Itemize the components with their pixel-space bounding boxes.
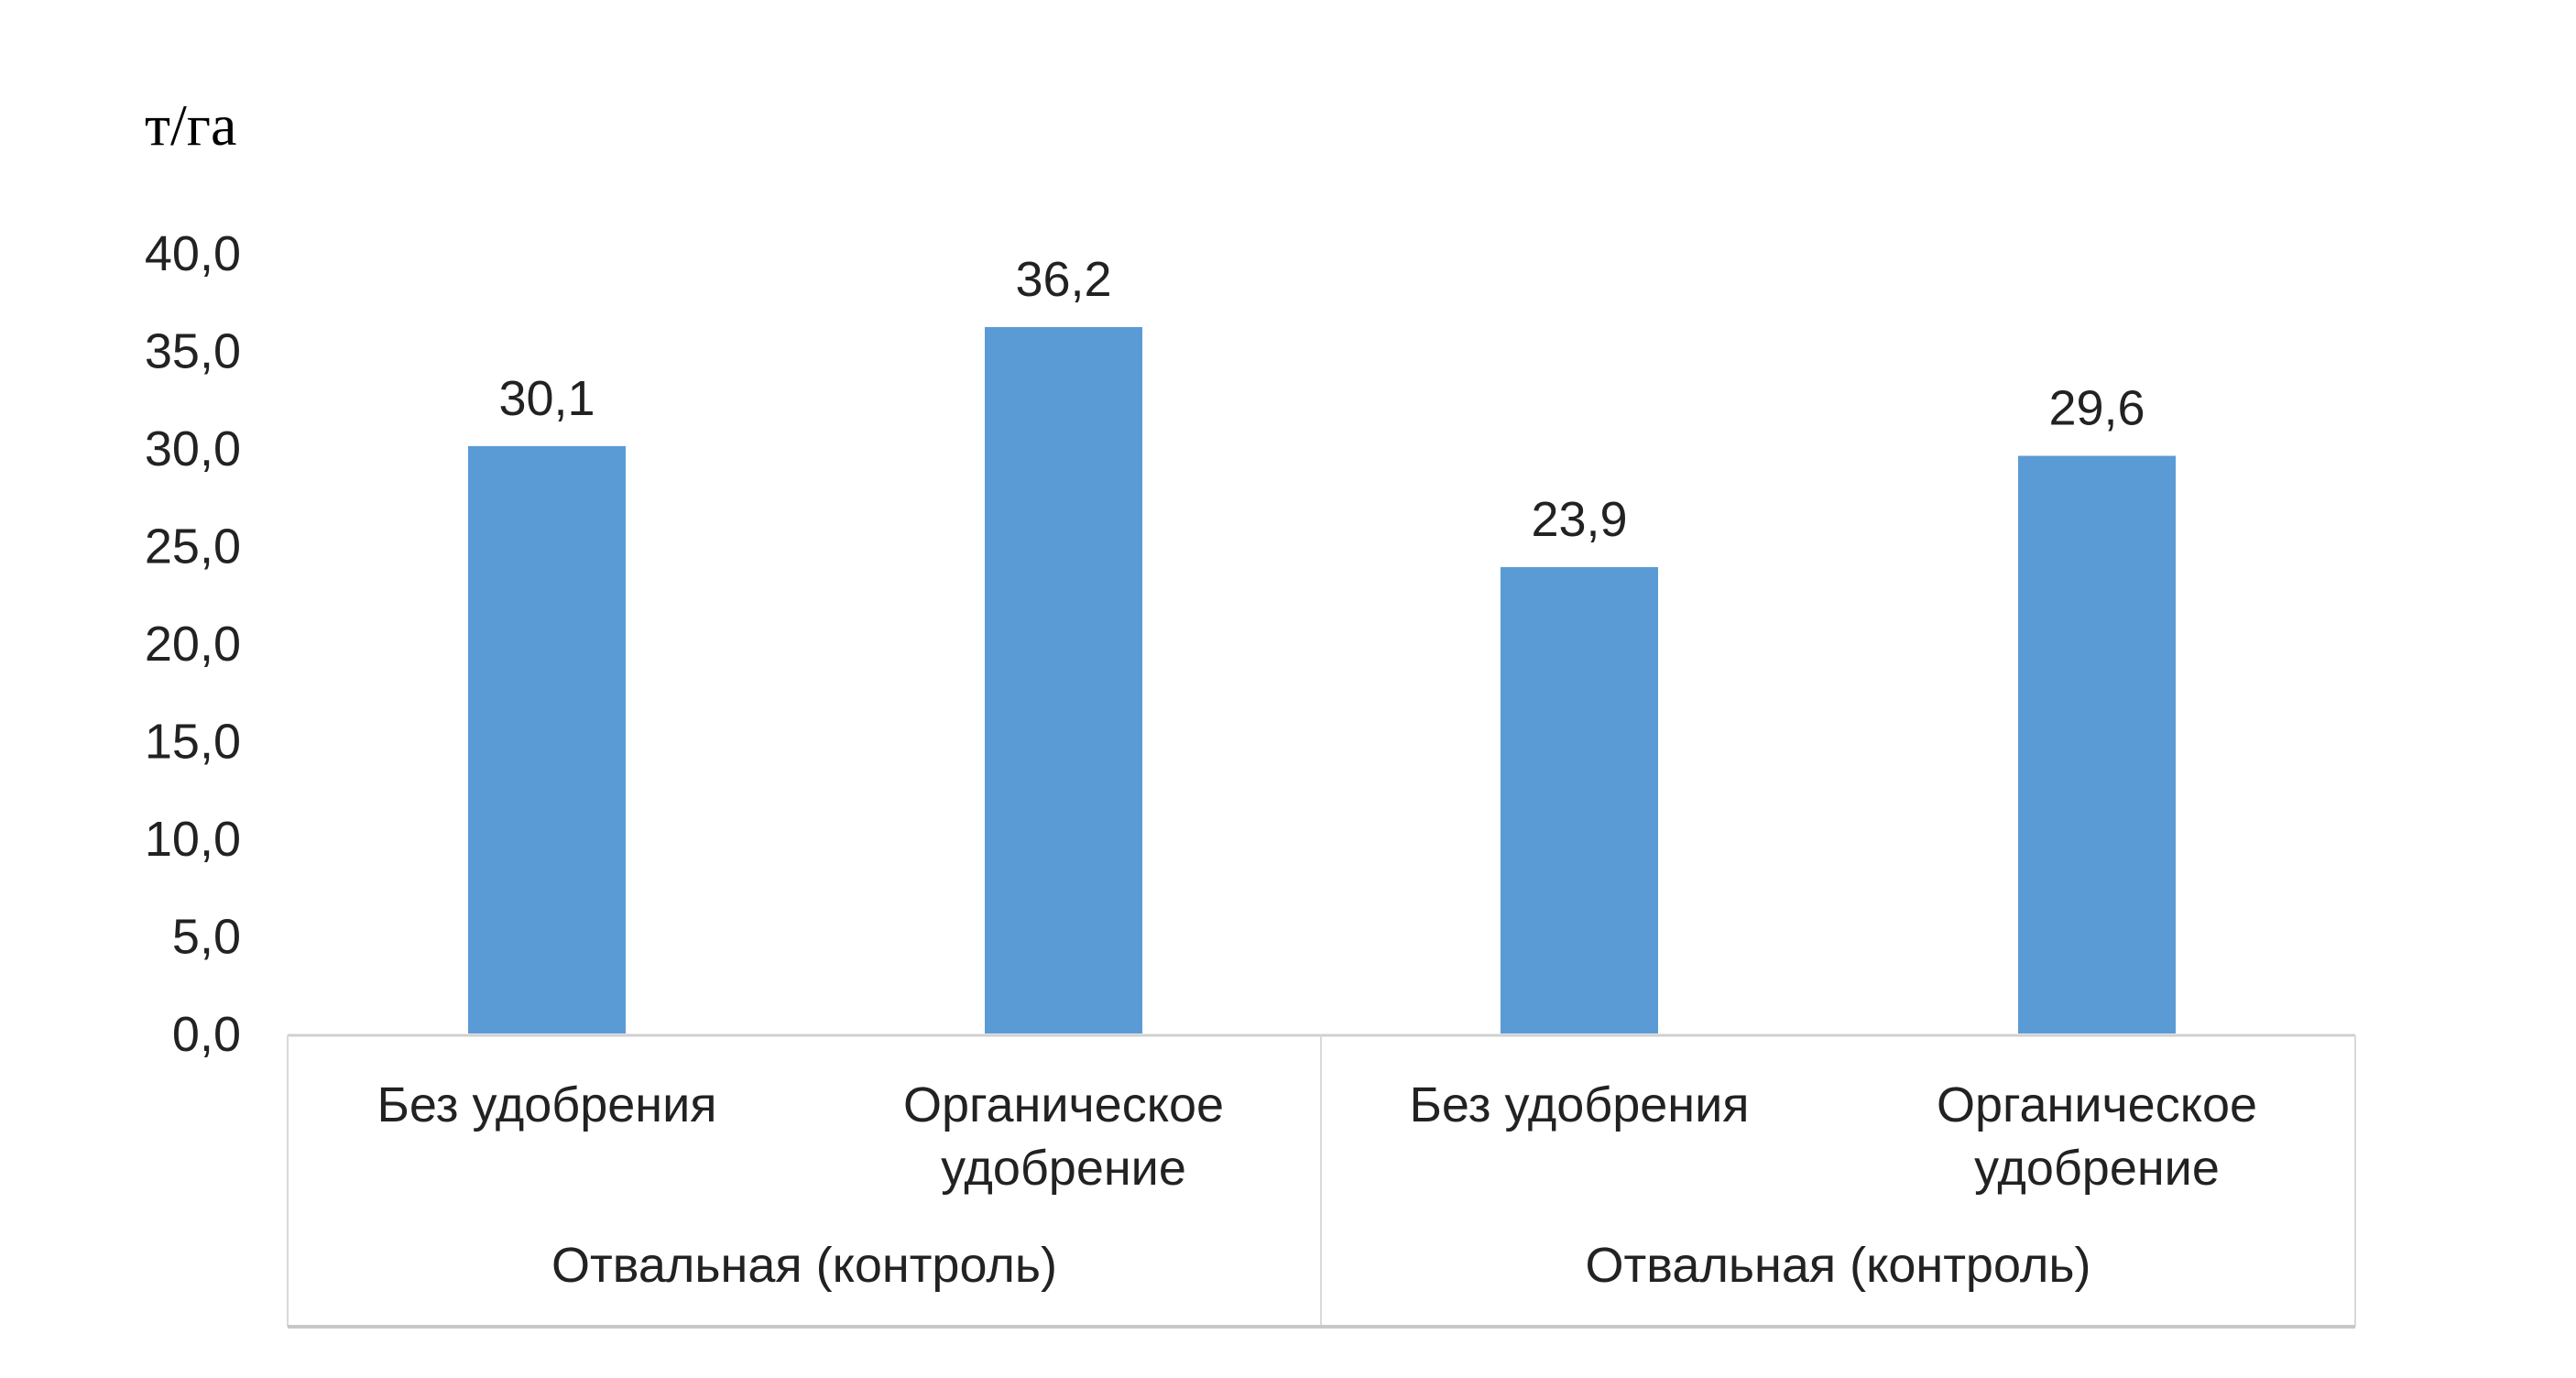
x-category-label-line: Без удобрения bbox=[377, 1077, 716, 1132]
y-tick-label: 40,0 bbox=[145, 226, 241, 281]
x-group-label: Отвальная (контроль) bbox=[1586, 1238, 2091, 1293]
data-label: 36,2 bbox=[1015, 252, 1111, 307]
bar bbox=[985, 326, 1142, 1034]
x-category-label-line: Органическое bbox=[903, 1077, 1224, 1132]
data-label: 29,6 bbox=[2048, 381, 2145, 436]
bar bbox=[1501, 566, 1658, 1034]
x-category-label-line: удобрение bbox=[941, 1141, 1186, 1196]
data-label: 23,9 bbox=[1531, 492, 1627, 547]
x-category-label-line: удобрение bbox=[1974, 1141, 2220, 1196]
y-tick-label: 30,0 bbox=[145, 421, 241, 476]
bar bbox=[2018, 455, 2176, 1034]
x-category-label: Органическое удобрение bbox=[1937, 1077, 2257, 1196]
y-tick-label: 20,0 bbox=[145, 617, 241, 672]
y-axis-unit-label: т/га bbox=[145, 93, 236, 158]
y-tick-label: 10,0 bbox=[145, 812, 241, 867]
x-group-label: Отвальная (контроль) bbox=[551, 1238, 1057, 1293]
y-tick-label: 15,0 bbox=[145, 715, 241, 770]
data-label: 30,1 bbox=[498, 371, 595, 426]
x-category-label: Без удобрения bbox=[1409, 1077, 1749, 1132]
x-category-label-line: Органическое bbox=[1937, 1077, 2257, 1132]
y-tick-label: 0,0 bbox=[172, 1007, 241, 1062]
bar bbox=[468, 445, 626, 1034]
x-category-label-line: Без удобрения bbox=[1409, 1077, 1749, 1132]
y-tick-label: 25,0 bbox=[145, 519, 241, 574]
y-tick-label: 35,0 bbox=[145, 324, 241, 379]
x-category-label: Без удобрения bbox=[377, 1077, 716, 1132]
y-tick-label: 5,0 bbox=[172, 910, 241, 965]
x-category-label: Органическое удобрение bbox=[903, 1077, 1224, 1196]
